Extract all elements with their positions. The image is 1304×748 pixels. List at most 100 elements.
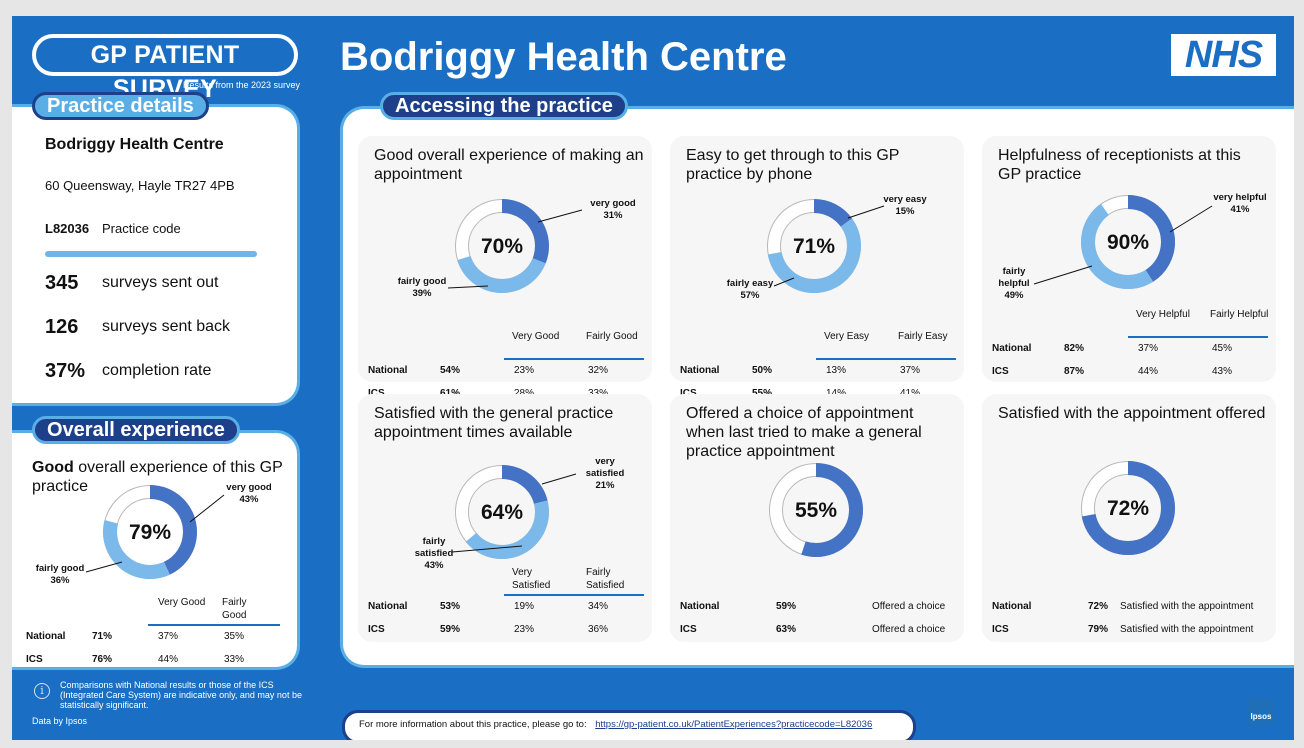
- overall-comparison-table: Very Good Fairly Good National 71% 37% 3…: [26, 594, 286, 670]
- row-total: 61%: [440, 387, 460, 400]
- row-name: National: [368, 365, 408, 376]
- card-title: Helpfulness of receptionists at this GP …: [998, 147, 1241, 183]
- segment-label: fairly good 39%: [397, 276, 447, 299]
- leader-lines: [447, 209, 583, 289]
- card-donut-chart: 64%: [455, 465, 549, 559]
- segment-label: very satisfied 21%: [585, 456, 625, 491]
- donut-total-label: 64%: [481, 501, 523, 524]
- leader-lines: [1033, 205, 1213, 285]
- donut-segment-2: [103, 485, 197, 579]
- segment-label: very helpful 41%: [1213, 192, 1267, 215]
- row-total: 55%: [752, 387, 772, 400]
- overall-experience-title: Good overall experience of this GP pract…: [32, 459, 283, 495]
- card-donut-chart: 55%: [769, 463, 863, 557]
- logo-subtitle: Results from the 2023 survey: [182, 80, 300, 90]
- row-b: 34%: [588, 601, 609, 612]
- table-header-line: [504, 358, 644, 360]
- accessing-card: Easy to get through to this GP practice …: [670, 136, 964, 399]
- row-name: National: [992, 343, 1032, 354]
- leader-lines: [451, 473, 577, 553]
- row-name: ICS: [992, 624, 1009, 635]
- leader-lines: [773, 205, 885, 287]
- row-total: 71%: [92, 631, 113, 642]
- practice-code-label: Practice code: [102, 221, 181, 236]
- row-total: 87%: [1064, 366, 1085, 377]
- row-total: 50%: [752, 365, 773, 376]
- table-header: Fairly Good: [586, 331, 638, 342]
- overall-experience-heading: Overall experience: [32, 416, 240, 444]
- row-name: National: [26, 631, 66, 642]
- row-a: 37%: [1138, 343, 1159, 354]
- donut-segment-1: [769, 463, 863, 557]
- row-a: 19%: [514, 601, 535, 612]
- segment-label: fairly helpful 49%: [998, 266, 1030, 301]
- row-name: National: [992, 601, 1032, 612]
- card-donut-chart: 72%: [1081, 461, 1175, 555]
- comparison-table: Very Easy Fairly Easy National 50% 13% 37% ICS…: [680, 330, 956, 399]
- table-header: Very Easy: [824, 331, 870, 342]
- table-header-line: [1128, 336, 1268, 338]
- row-name: ICS: [26, 654, 43, 665]
- page-title: Bodriggy Health Centre: [340, 35, 787, 79]
- table-header: Very Satisfied: [512, 567, 551, 591]
- row-b: 45%: [1212, 343, 1233, 354]
- row-total: 76%: [92, 654, 113, 665]
- donut-total-label: 55%: [795, 499, 837, 522]
- segment-label: very easy 15%: [883, 194, 927, 217]
- card-donut-chart: 70%: [455, 199, 549, 293]
- row-b: 35%: [224, 631, 245, 642]
- row-b: 32%: [588, 365, 609, 376]
- stat-value: 37%: [45, 360, 86, 382]
- table-header: Fairly Helpful: [1210, 309, 1269, 320]
- row-total: 53%: [440, 601, 461, 612]
- donut-segment-1: [1081, 195, 1175, 289]
- card-donut-chart: 90%: [1081, 195, 1175, 289]
- row-b: 33%: [224, 654, 245, 665]
- table-header-line: [816, 358, 956, 360]
- row-name: ICS: [680, 387, 697, 400]
- table-header-line: [504, 594, 644, 596]
- fairly-good-label: fairly good 36%: [35, 563, 85, 586]
- table-header: Very Helpful: [1136, 309, 1190, 320]
- table-header: Fairly Satisfied: [586, 567, 625, 591]
- ipsos-logo: Ipsos: [1248, 698, 1274, 726]
- practice-details-heading: Practice details: [32, 92, 209, 120]
- practice-name: Bodriggy Health Centre: [45, 136, 224, 153]
- row-b: 36%: [588, 624, 609, 635]
- donut-total-label: 72%: [1107, 497, 1149, 520]
- row-a: 44%: [158, 654, 179, 665]
- segment-label: fairly satisfied 43%: [414, 536, 454, 571]
- donut-total-label: 90%: [1107, 231, 1149, 254]
- row-name: ICS: [992, 366, 1009, 377]
- donut-total-label: 70%: [481, 235, 523, 258]
- row-a: Offered a choice: [872, 601, 946, 612]
- table-header: Very Good: [158, 597, 206, 608]
- divider-bar: [45, 251, 257, 257]
- comparison-footnote: Comparisons with National results or tho…: [60, 680, 302, 710]
- row-total: 54%: [440, 365, 461, 376]
- leader-lines: [85, 494, 225, 573]
- row-total: 59%: [776, 601, 797, 612]
- row-name: National: [368, 601, 408, 612]
- stat-label: surveys sent back: [102, 318, 231, 335]
- row-name: National: [680, 601, 720, 612]
- row-total: 63%: [776, 624, 797, 635]
- row-total: 82%: [1064, 343, 1085, 354]
- row-b: 37%: [900, 365, 921, 376]
- donut-segment-2: [767, 199, 861, 293]
- row-b: 41%: [900, 387, 920, 400]
- donut-total-label: 79%: [129, 521, 171, 544]
- very-good-label: very good 43%: [226, 482, 272, 505]
- comparison-table: Very Good Fairly Good National 54% 23% 32% ICS…: [368, 330, 644, 399]
- practice-link[interactable]: https://gp-patient.co.uk/PatientExperien…: [595, 719, 873, 730]
- table-header: Fairly Good: [222, 597, 247, 621]
- row-a: Satisfied with the appointment: [1120, 601, 1254, 612]
- row-name: ICS: [368, 387, 385, 400]
- row-a: Satisfied with the appointment: [1120, 624, 1254, 635]
- practice-address: 60 Queensway, Hayle TR27 4PB: [45, 178, 235, 193]
- card-title: Good overall experience of making an app…: [374, 147, 644, 183]
- stat-label: surveys sent out: [102, 274, 219, 291]
- donut-segment-1: [455, 465, 549, 559]
- comparison-table: Very Helpful Fairly Helpful National 82% 37%…: [992, 308, 1268, 377]
- row-total: 72%: [1088, 601, 1109, 612]
